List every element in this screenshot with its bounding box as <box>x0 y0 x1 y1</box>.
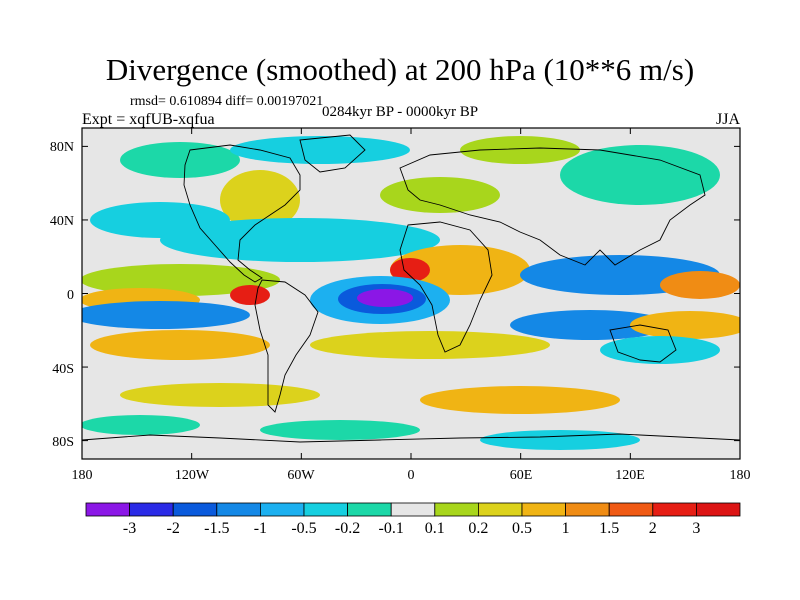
field-blob <box>630 311 740 339</box>
rmsd-diff-stats: rmsd= 0.610894 diff= 0.00197021 <box>130 94 324 109</box>
period-label: 0284kyr BP - 0000kyr BP <box>322 104 479 120</box>
field-blob <box>160 218 440 262</box>
colorbar-swatch <box>259 502 305 517</box>
field-blob <box>82 301 250 329</box>
colorbar-label: -0.2 <box>334 520 361 537</box>
y-tick-label-40n: 40N <box>49 214 74 229</box>
x-tick-label-0: 0 <box>407 468 415 483</box>
divergence-field <box>82 136 740 450</box>
colorbar-swatch <box>477 502 523 517</box>
colorbar-label: 0.5 <box>512 520 532 537</box>
coast-australia <box>609 324 677 363</box>
colorbar-swatch <box>347 502 392 517</box>
coast-europe-asia <box>399 147 706 266</box>
figure-title: Divergence (smoothed) at 200 hPa (10**6 … <box>105 52 695 87</box>
x-tick-label-120w: 120W <box>174 468 210 483</box>
colorbar-label: 0.1 <box>424 520 445 537</box>
colorbar-swatch <box>129 502 174 517</box>
coast-africa <box>399 221 493 353</box>
colorbar-swatch <box>434 502 479 517</box>
colorbar-swatch <box>565 502 610 517</box>
experiment-label: Expt = xqfUB-xqfua <box>82 111 215 128</box>
colorbar-swatch <box>696 502 741 517</box>
colorbar-label: -2 <box>166 520 180 537</box>
field-blob <box>90 330 270 360</box>
x-tick-label-60e: 60E <box>509 468 533 483</box>
colorbar-swatch <box>216 502 261 517</box>
field-blob <box>480 430 640 450</box>
colorbar-label: -3 <box>122 520 137 537</box>
field-blob <box>660 271 740 299</box>
season-label: JJA <box>716 111 741 128</box>
x-tick-label-60w: 60W <box>287 468 315 483</box>
colorbar <box>85 502 741 517</box>
y-tick-label-80s: 80S <box>52 435 74 450</box>
y-tick-label-0: 0 <box>67 288 74 303</box>
y-tick-label-40s: 40S <box>52 362 74 377</box>
colorbar-swatch <box>652 502 697 517</box>
colorbar-swatch <box>608 502 654 517</box>
field-blob <box>260 420 420 440</box>
colorbar-label: -0.1 <box>378 520 404 537</box>
field-blob <box>230 285 270 305</box>
map-plot-area <box>82 128 740 459</box>
x-tick-label-120e: 120E <box>615 468 645 483</box>
colorbar-label: -0.5 <box>291 520 317 537</box>
field-blob <box>380 177 500 213</box>
field-blob <box>310 331 550 359</box>
coast-greenland <box>299 134 366 173</box>
coastlines <box>82 134 740 443</box>
coast-antarctica <box>82 433 740 443</box>
x-tick-label-180w: 180 <box>71 468 93 483</box>
colorbar-swatch <box>521 502 566 517</box>
colorbar-swatch <box>390 502 436 517</box>
field-blob <box>510 310 670 340</box>
field-blob <box>600 336 720 364</box>
field-blob <box>120 142 240 178</box>
field-blob <box>560 145 720 205</box>
colorbar-swatch <box>172 502 218 517</box>
y-tick-label-80n: 80N <box>49 140 74 155</box>
field-blob <box>420 386 620 414</box>
field-blob <box>82 264 280 296</box>
colorbar-label: -1 <box>253 520 268 537</box>
coast-north-america <box>183 144 301 283</box>
field-blob <box>82 415 200 435</box>
x-tick-label-180e: 180 <box>729 468 751 483</box>
colorbar-label: -1.5 <box>204 520 230 537</box>
field-blob <box>120 383 320 407</box>
colorbar-label: 0.2 <box>468 520 489 537</box>
field-blob <box>460 136 580 164</box>
colorbar-label: 3 <box>692 520 701 537</box>
field-blob <box>357 289 413 307</box>
colorbar-label: 2 <box>648 520 657 537</box>
colorbar-swatch <box>303 502 348 517</box>
colorbar-swatch <box>85 502 130 517</box>
field-blob <box>230 136 410 164</box>
axis-ticks <box>81 128 741 459</box>
colorbar-label: 1 <box>561 520 570 537</box>
field-blob <box>390 258 430 282</box>
colorbar-label: 1.5 <box>599 520 620 537</box>
field-blob <box>220 170 300 230</box>
coast-south-america <box>254 279 319 413</box>
